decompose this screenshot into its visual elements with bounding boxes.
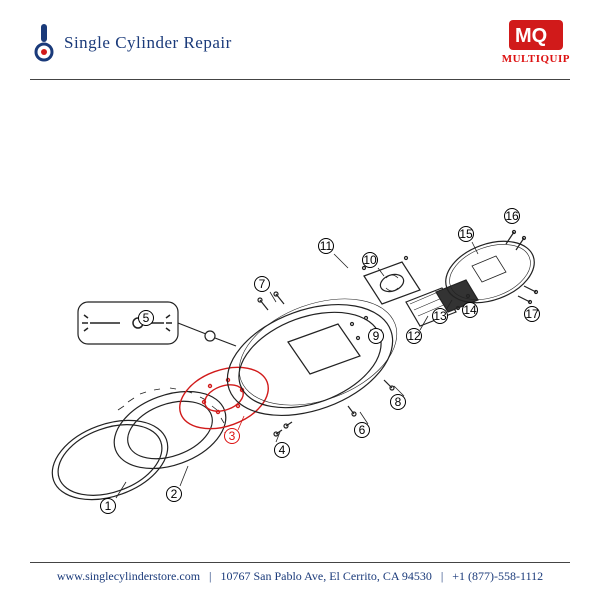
header: Single Cylinder Repair MQ MULTIQUIP (0, 0, 600, 75)
callout-12: 12 (406, 328, 422, 344)
callout-11: 11 (318, 238, 334, 254)
exploded-diagram: 1234567891011121314151617 (0, 80, 600, 540)
footer-phone: +1 (877)-558-1112 (452, 569, 543, 583)
callout-7: 7 (254, 276, 270, 292)
company-logo: Single Cylinder Repair (30, 22, 232, 64)
svg-text:MQ: MQ (515, 25, 547, 47)
callout-6: 6 (354, 422, 370, 438)
brand-name: MULTIQUIP (502, 53, 570, 65)
callout-17: 17 (524, 306, 540, 322)
footer-website: www.singlecylinderstore.com (57, 569, 200, 583)
company-name: Single Cylinder Repair (64, 33, 232, 53)
callout-10: 10 (362, 252, 378, 268)
footer-text: www.singlecylinderstore.com | 10767 San … (0, 569, 600, 600)
callout-3: 3 (224, 428, 240, 444)
footer: www.singlecylinderstore.com | 10767 San … (0, 562, 600, 600)
divider-bottom (30, 562, 570, 563)
callout-14: 14 (462, 302, 478, 318)
footer-sep: | (441, 569, 443, 583)
mq-icon: MQ (509, 20, 563, 50)
callout-2: 2 (166, 486, 182, 502)
callout-13: 13 (432, 308, 448, 324)
footer-sep: | (209, 569, 211, 583)
footer-address: 10767 San Pablo Ave, El Cerrito, CA 9453… (220, 569, 431, 583)
callout-15: 15 (458, 226, 474, 242)
callout-5: 5 (138, 310, 154, 326)
callout-4: 4 (274, 442, 290, 458)
brand-logo: MQ MULTIQUIP (502, 20, 570, 65)
cylinder-icon (30, 22, 58, 64)
callout-16: 16 (504, 208, 520, 224)
callout-8: 8 (390, 394, 406, 410)
callout-9: 9 (368, 328, 384, 344)
callout-1: 1 (100, 498, 116, 514)
